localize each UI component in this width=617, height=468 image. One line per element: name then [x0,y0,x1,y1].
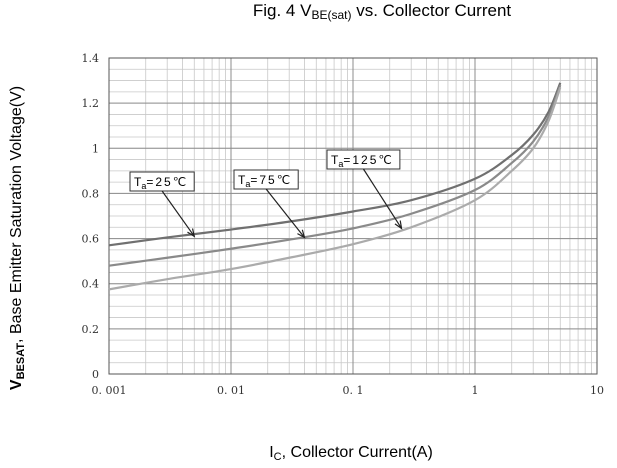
y-tick-labels: 0 0.2 0.4 0.6 0.8 1 1.2 1.4 [82,52,100,381]
x-tick-label: 0. 01 [217,384,245,397]
annotation-arrow-0 [161,190,195,237]
x-tick-label: 10 [590,384,604,397]
series-line-2 [108,86,562,291]
annotation-label-2: Ta=125℃ [331,153,394,169]
annotation-arrow-2 [362,168,403,229]
chart-title: Fig. 4 VBE(sat) vs. Collector Current [253,1,512,22]
annotation-arrowhead-0 [187,228,196,238]
series-line-1 [108,84,562,267]
annotation-1: Ta=75℃ [233,169,306,239]
annotation-arrowhead-1 [297,229,306,239]
annotation-0: Ta=25℃ [129,171,196,238]
annotation-arrow-1 [265,188,305,238]
y-tick-label: 0.6 [82,233,100,246]
series-line-0 [108,82,562,247]
x-tick-label: 0. 1 [343,384,364,397]
series-annotations: Ta=25℃ Ta=75℃ Ta=125℃ [129,149,403,239]
y-tick-label: 0 [92,368,99,381]
y-tick-label: 1 [92,142,99,155]
x-tick-label: 0. 001 [92,384,127,397]
y-tick-label: 0.4 [82,278,100,291]
x-axis-label: IC, Collector Current(A) [269,444,433,463]
annotation-label-0: Ta=25℃ [134,175,188,191]
plot-area-frame [108,57,598,375]
x-tick-labels: 0. 001 0. 01 0. 1 1 10 [92,384,605,397]
annotation-2: Ta=125℃ [326,149,403,230]
annotation-label-1: Ta=75℃ [238,173,292,189]
annotation-arrowhead-2 [394,220,403,230]
y-tick-label: 1.2 [82,97,100,110]
series-lines [108,82,562,291]
y-tick-label: 0.8 [82,187,100,200]
y-axis-label: VBESAT, Base Emitter Saturation Voltage(… [8,86,27,390]
y-tick-label: 0.2 [82,323,100,336]
y-tick-label: 1.4 [82,52,100,65]
x-tick-label: 1 [472,384,479,397]
